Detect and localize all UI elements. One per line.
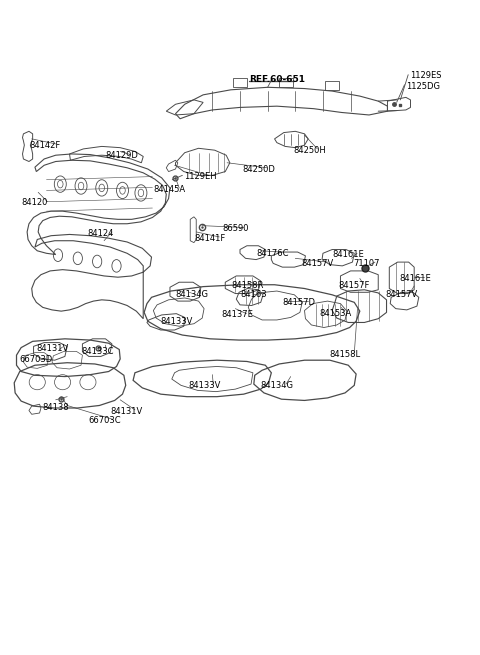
Text: 84158L: 84158L [329, 350, 360, 359]
Text: 84129D: 84129D [106, 151, 138, 160]
Text: 84138: 84138 [43, 403, 70, 412]
Text: 84141F: 84141F [194, 234, 225, 243]
Text: 84157V: 84157V [302, 259, 334, 268]
Text: 84153A: 84153A [319, 309, 351, 318]
Text: 84250H: 84250H [293, 145, 326, 155]
Text: 84163: 84163 [240, 290, 266, 299]
Text: 84133C: 84133C [81, 347, 114, 356]
Text: 84250D: 84250D [242, 164, 275, 174]
Text: 84145A: 84145A [154, 185, 186, 194]
Text: 84134G: 84134G [176, 290, 208, 299]
Text: 84124: 84124 [87, 229, 113, 238]
Bar [233, 79, 247, 87]
Text: REF.60-651: REF.60-651 [249, 75, 305, 84]
Text: 84134G: 84134G [261, 381, 294, 390]
Text: 86590: 86590 [223, 224, 249, 233]
Text: 84176C: 84176C [256, 249, 288, 258]
Text: 71107: 71107 [353, 259, 379, 268]
Text: 84161E: 84161E [332, 250, 364, 259]
Text: 1129EH: 1129EH [184, 172, 216, 181]
Text: 84142F: 84142F [29, 141, 60, 149]
Text: 84131V: 84131V [110, 407, 142, 416]
Bar [325, 81, 339, 90]
Text: 1125DG: 1125DG [406, 81, 440, 90]
Text: 84133V: 84133V [188, 381, 221, 390]
Text: 84161E: 84161E [399, 274, 431, 283]
Text: 84120: 84120 [21, 198, 48, 208]
Text: 84137E: 84137E [222, 310, 253, 320]
Text: 84157D: 84157D [283, 298, 316, 307]
Text: 84157V: 84157V [385, 290, 418, 299]
Bar [279, 79, 293, 87]
Text: 84158R: 84158R [232, 281, 264, 290]
Text: 84133V: 84133V [160, 317, 192, 326]
Text: 84131V: 84131V [36, 344, 69, 353]
Text: 84157F: 84157F [338, 281, 370, 290]
Text: 66703D: 66703D [20, 355, 53, 364]
Text: 66703C: 66703C [88, 416, 120, 425]
Text: 1129ES: 1129ES [410, 71, 442, 81]
